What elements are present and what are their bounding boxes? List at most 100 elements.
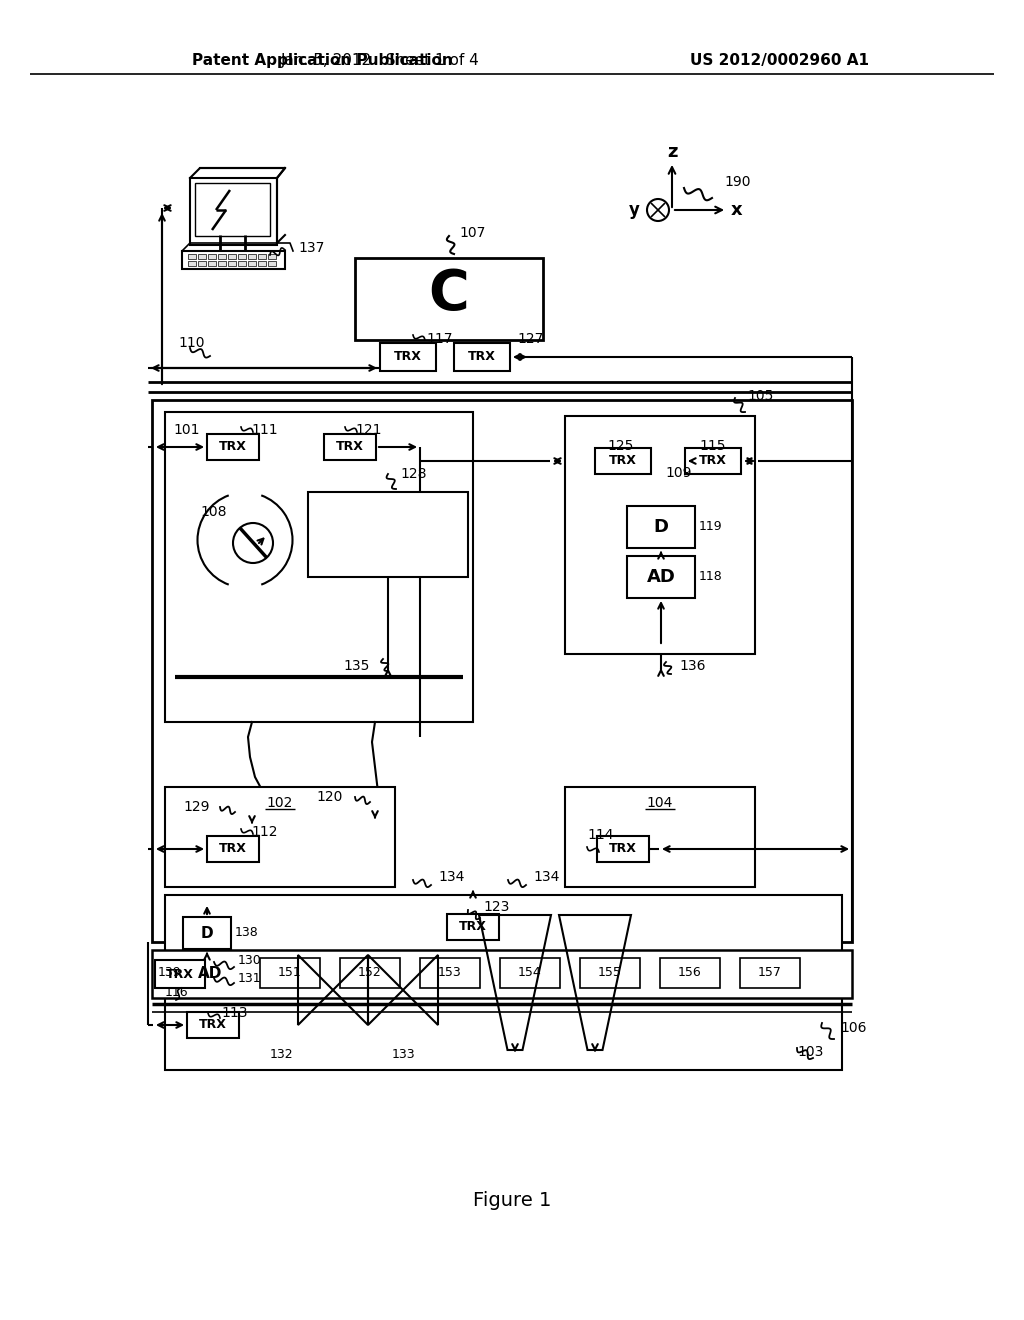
Text: AD: AD [646,568,676,586]
Text: 118: 118 [699,570,723,583]
Bar [182,251,285,269]
Bar [740,958,800,987]
Text: 129: 129 [183,800,210,814]
Text: 112: 112 [251,825,278,840]
Text: 153: 153 [438,966,462,979]
Text: US 2012/0002960 A1: US 2012/0002960 A1 [690,53,869,67]
Text: 120: 120 [316,789,343,804]
Bar [324,434,376,459]
Text: 110: 110 [178,337,205,350]
Bar [183,957,238,989]
Bar [198,253,206,259]
Bar [660,958,720,987]
Text: 102: 102 [267,796,293,810]
Text: 137: 137 [298,242,325,255]
Text: TRX: TRX [219,842,247,855]
Bar [260,958,319,987]
Bar [308,492,468,577]
Bar [595,447,651,474]
Bar [355,257,543,341]
Text: 109: 109 [665,466,691,480]
Text: 190: 190 [724,176,751,189]
Text: TRX: TRX [699,454,727,467]
Text: 132: 132 [269,1048,293,1061]
Text: Jan. 5, 2012   Sheet 1 of 4: Jan. 5, 2012 Sheet 1 of 4 [281,53,479,67]
Text: D: D [653,517,669,536]
Bar [187,1012,239,1038]
Text: 127: 127 [517,333,544,346]
Bar [190,178,278,246]
Text: TRX: TRX [609,842,637,855]
Text: 156: 156 [678,966,701,979]
Text: 133: 133 [391,1048,415,1061]
Bar [685,447,741,474]
Bar [248,261,256,267]
Bar [258,253,266,259]
Text: AD: AD [198,965,222,981]
Text: 130: 130 [238,953,262,966]
Bar [238,261,246,267]
Bar [447,913,499,940]
Text: 157: 157 [758,966,782,979]
Text: 135: 135 [344,659,370,673]
Text: x: x [731,201,742,219]
Bar [454,343,510,371]
Text: z: z [667,143,677,161]
Bar [238,253,246,259]
Text: 155: 155 [598,966,622,979]
Text: C: C [429,267,469,321]
Text: D: D [201,925,213,940]
Text: TRX: TRX [459,920,487,933]
Bar [165,412,473,722]
Text: Figure 1: Figure 1 [473,1191,551,1209]
Text: 116: 116 [164,986,187,998]
Text: Patent Application Publication: Patent Application Publication [193,53,453,67]
Text: 128: 128 [400,467,427,480]
Bar [208,253,216,259]
Text: 103: 103 [798,1045,824,1059]
Text: 123: 123 [483,900,509,913]
Text: TRX: TRX [199,1019,227,1031]
Circle shape [647,199,669,220]
Circle shape [233,523,273,564]
Text: TRX: TRX [336,441,364,454]
Text: 119: 119 [699,520,723,533]
Bar [165,895,842,1071]
Bar [597,836,649,862]
Text: 115: 115 [699,440,726,453]
Text: TRX: TRX [468,351,496,363]
Bar [627,556,695,598]
Bar [188,253,196,259]
Text: 105: 105 [746,389,773,403]
Bar [195,183,270,236]
Text: TRX: TRX [219,441,247,454]
Text: 154: 154 [518,966,542,979]
Text: 138: 138 [234,927,259,940]
Bar [152,400,852,942]
Bar [207,434,259,459]
Bar [228,253,236,259]
Text: y: y [629,201,640,219]
Bar [420,958,480,987]
Text: TRX: TRX [394,351,422,363]
Bar [500,958,560,987]
Text: TRX: TRX [166,968,194,981]
Text: 151: 151 [279,966,302,979]
Bar [218,261,226,267]
Text: 101: 101 [173,422,200,437]
Text: 131: 131 [238,972,261,985]
Bar [340,958,400,987]
Bar [188,261,196,267]
Bar [380,343,436,371]
Text: 113: 113 [221,1006,248,1020]
Bar [258,261,266,267]
Bar [155,960,205,987]
Text: 108: 108 [200,506,226,519]
Text: 114: 114 [587,828,613,842]
Text: 136: 136 [679,659,706,673]
Text: TRX: TRX [609,454,637,467]
Text: 104: 104 [647,796,673,810]
Bar [198,261,206,267]
Bar [268,253,276,259]
Text: 106: 106 [840,1020,866,1035]
